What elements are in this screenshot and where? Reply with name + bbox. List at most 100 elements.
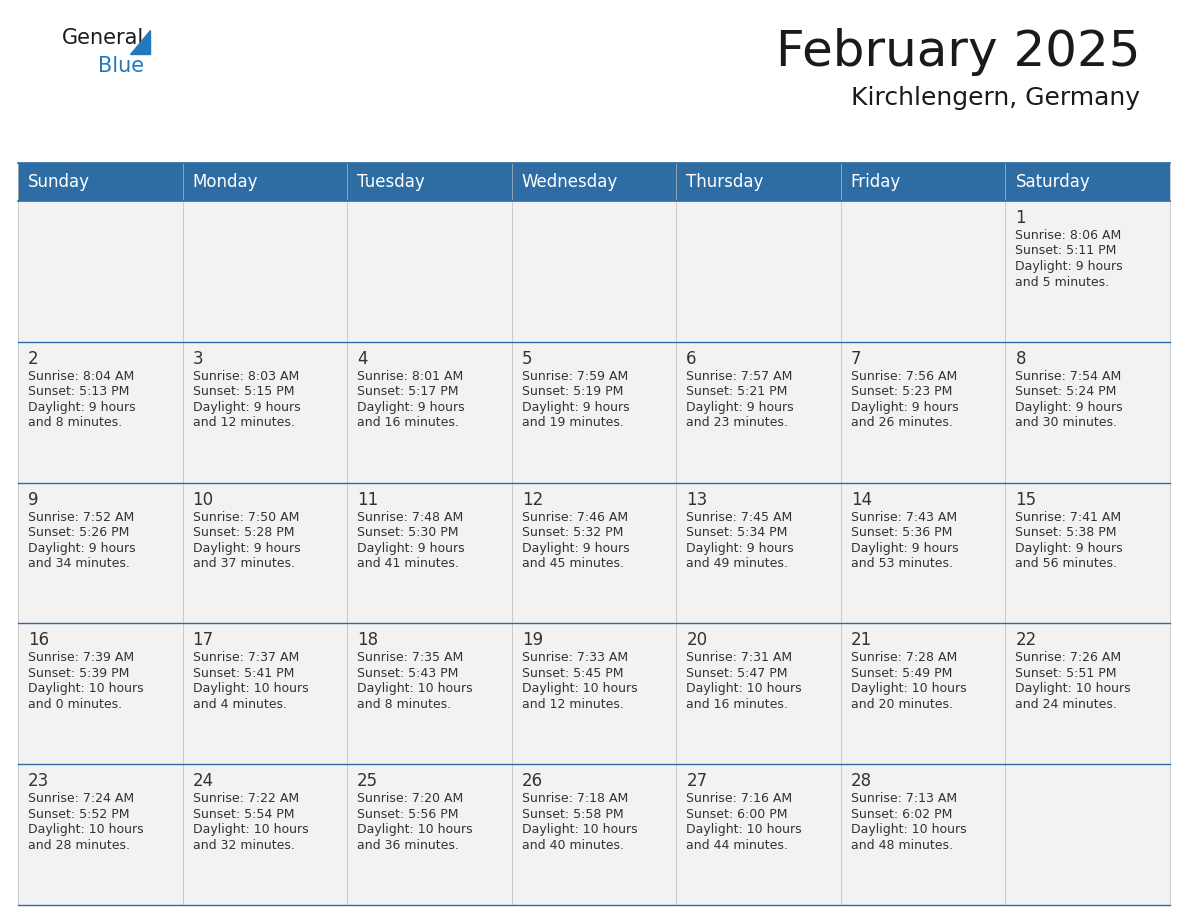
Text: Blue: Blue <box>97 56 144 76</box>
Bar <box>183 201 347 341</box>
Bar <box>347 201 512 341</box>
Bar <box>347 623 512 764</box>
Text: and 12 minutes.: and 12 minutes. <box>192 416 295 430</box>
Text: and 26 minutes.: and 26 minutes. <box>851 416 953 430</box>
Text: Daylight: 9 hours: Daylight: 9 hours <box>687 401 794 414</box>
Bar <box>841 764 1005 905</box>
Text: Daylight: 10 hours: Daylight: 10 hours <box>29 682 144 696</box>
Text: Sunset: 5:38 PM: Sunset: 5:38 PM <box>1016 526 1117 539</box>
Text: Sunset: 5:58 PM: Sunset: 5:58 PM <box>522 808 624 821</box>
Text: Sunrise: 7:18 AM: Sunrise: 7:18 AM <box>522 792 628 805</box>
Bar <box>18 623 183 764</box>
Text: 21: 21 <box>851 632 872 649</box>
Text: 9: 9 <box>29 490 38 509</box>
Text: and 44 minutes.: and 44 minutes. <box>687 839 788 852</box>
Text: 16: 16 <box>29 632 49 649</box>
Text: Sunset: 5:52 PM: Sunset: 5:52 PM <box>29 808 129 821</box>
Text: and 23 minutes.: and 23 minutes. <box>687 416 788 430</box>
Text: and 19 minutes.: and 19 minutes. <box>522 416 624 430</box>
Text: Sunset: 5:23 PM: Sunset: 5:23 PM <box>851 386 953 398</box>
Text: Daylight: 9 hours: Daylight: 9 hours <box>1016 542 1123 554</box>
Text: Daylight: 10 hours: Daylight: 10 hours <box>192 682 308 696</box>
Text: Daylight: 10 hours: Daylight: 10 hours <box>851 682 967 696</box>
Text: and 16 minutes.: and 16 minutes. <box>358 416 459 430</box>
Text: 12: 12 <box>522 490 543 509</box>
Text: Daylight: 10 hours: Daylight: 10 hours <box>358 682 473 696</box>
Text: Sunset: 5:34 PM: Sunset: 5:34 PM <box>687 526 788 539</box>
Text: Daylight: 9 hours: Daylight: 9 hours <box>522 401 630 414</box>
Text: and 5 minutes.: and 5 minutes. <box>1016 275 1110 288</box>
Text: Sunset: 6:02 PM: Sunset: 6:02 PM <box>851 808 953 821</box>
Text: Sunset: 5:45 PM: Sunset: 5:45 PM <box>522 666 624 680</box>
Text: Sunrise: 7:24 AM: Sunrise: 7:24 AM <box>29 792 134 805</box>
Text: Daylight: 10 hours: Daylight: 10 hours <box>522 823 637 836</box>
Text: Sunrise: 7:35 AM: Sunrise: 7:35 AM <box>358 652 463 665</box>
Text: and 40 minutes.: and 40 minutes. <box>522 839 624 852</box>
Text: Daylight: 10 hours: Daylight: 10 hours <box>522 682 637 696</box>
Text: 28: 28 <box>851 772 872 790</box>
Bar <box>1005 764 1170 905</box>
Text: 25: 25 <box>358 772 378 790</box>
Bar <box>1005 623 1170 764</box>
Text: Sunset: 5:41 PM: Sunset: 5:41 PM <box>192 666 293 680</box>
Text: Daylight: 10 hours: Daylight: 10 hours <box>687 823 802 836</box>
Text: Sunrise: 7:54 AM: Sunrise: 7:54 AM <box>1016 370 1121 383</box>
Text: and 8 minutes.: and 8 minutes. <box>358 698 451 711</box>
Text: Sunrise: 7:31 AM: Sunrise: 7:31 AM <box>687 652 792 665</box>
Text: Sunrise: 7:52 AM: Sunrise: 7:52 AM <box>29 510 134 523</box>
Text: Sunday: Sunday <box>29 173 90 191</box>
Text: Sunset: 5:49 PM: Sunset: 5:49 PM <box>851 666 953 680</box>
Text: and 32 minutes.: and 32 minutes. <box>192 839 295 852</box>
Text: Daylight: 10 hours: Daylight: 10 hours <box>687 682 802 696</box>
Text: February 2025: February 2025 <box>776 28 1140 76</box>
Text: Sunset: 5:30 PM: Sunset: 5:30 PM <box>358 526 459 539</box>
Text: Sunrise: 7:41 AM: Sunrise: 7:41 AM <box>1016 510 1121 523</box>
Text: Friday: Friday <box>851 173 902 191</box>
Text: 24: 24 <box>192 772 214 790</box>
Text: Sunrise: 7:28 AM: Sunrise: 7:28 AM <box>851 652 958 665</box>
Text: Daylight: 10 hours: Daylight: 10 hours <box>358 823 473 836</box>
Text: Sunset: 5:47 PM: Sunset: 5:47 PM <box>687 666 788 680</box>
Bar <box>512 483 676 623</box>
Bar <box>183 623 347 764</box>
Bar <box>676 341 841 483</box>
Text: 10: 10 <box>192 490 214 509</box>
Text: 22: 22 <box>1016 632 1037 649</box>
Bar <box>512 341 676 483</box>
Text: Sunrise: 8:03 AM: Sunrise: 8:03 AM <box>192 370 299 383</box>
Text: Sunset: 5:28 PM: Sunset: 5:28 PM <box>192 526 295 539</box>
Text: Sunset: 5:17 PM: Sunset: 5:17 PM <box>358 386 459 398</box>
Bar <box>841 341 1005 483</box>
Text: Tuesday: Tuesday <box>358 173 425 191</box>
Text: 13: 13 <box>687 490 708 509</box>
Text: Sunset: 5:32 PM: Sunset: 5:32 PM <box>522 526 623 539</box>
Text: Daylight: 9 hours: Daylight: 9 hours <box>192 542 301 554</box>
Text: Sunrise: 7:59 AM: Sunrise: 7:59 AM <box>522 370 628 383</box>
Text: Daylight: 9 hours: Daylight: 9 hours <box>358 542 465 554</box>
Text: Sunrise: 7:13 AM: Sunrise: 7:13 AM <box>851 792 958 805</box>
Text: Thursday: Thursday <box>687 173 764 191</box>
Text: Sunset: 5:39 PM: Sunset: 5:39 PM <box>29 666 129 680</box>
Text: 15: 15 <box>1016 490 1037 509</box>
Text: Daylight: 9 hours: Daylight: 9 hours <box>1016 401 1123 414</box>
Bar <box>18 201 183 341</box>
Text: Sunset: 5:21 PM: Sunset: 5:21 PM <box>687 386 788 398</box>
Text: 23: 23 <box>29 772 49 790</box>
Text: Sunrise: 8:01 AM: Sunrise: 8:01 AM <box>358 370 463 383</box>
Text: Daylight: 9 hours: Daylight: 9 hours <box>29 401 135 414</box>
Bar <box>18 341 183 483</box>
Text: 11: 11 <box>358 490 379 509</box>
Text: 2: 2 <box>29 350 39 368</box>
Text: and 56 minutes.: and 56 minutes. <box>1016 557 1118 570</box>
Text: Sunset: 5:15 PM: Sunset: 5:15 PM <box>192 386 295 398</box>
Text: and 30 minutes.: and 30 minutes. <box>1016 416 1118 430</box>
Text: 3: 3 <box>192 350 203 368</box>
Text: 7: 7 <box>851 350 861 368</box>
Text: Sunrise: 8:06 AM: Sunrise: 8:06 AM <box>1016 229 1121 242</box>
Text: General: General <box>62 28 144 48</box>
Text: Daylight: 9 hours: Daylight: 9 hours <box>851 401 959 414</box>
Text: 6: 6 <box>687 350 697 368</box>
Text: Sunrise: 7:50 AM: Sunrise: 7:50 AM <box>192 510 299 523</box>
Text: Daylight: 10 hours: Daylight: 10 hours <box>1016 682 1131 696</box>
Bar <box>512 623 676 764</box>
